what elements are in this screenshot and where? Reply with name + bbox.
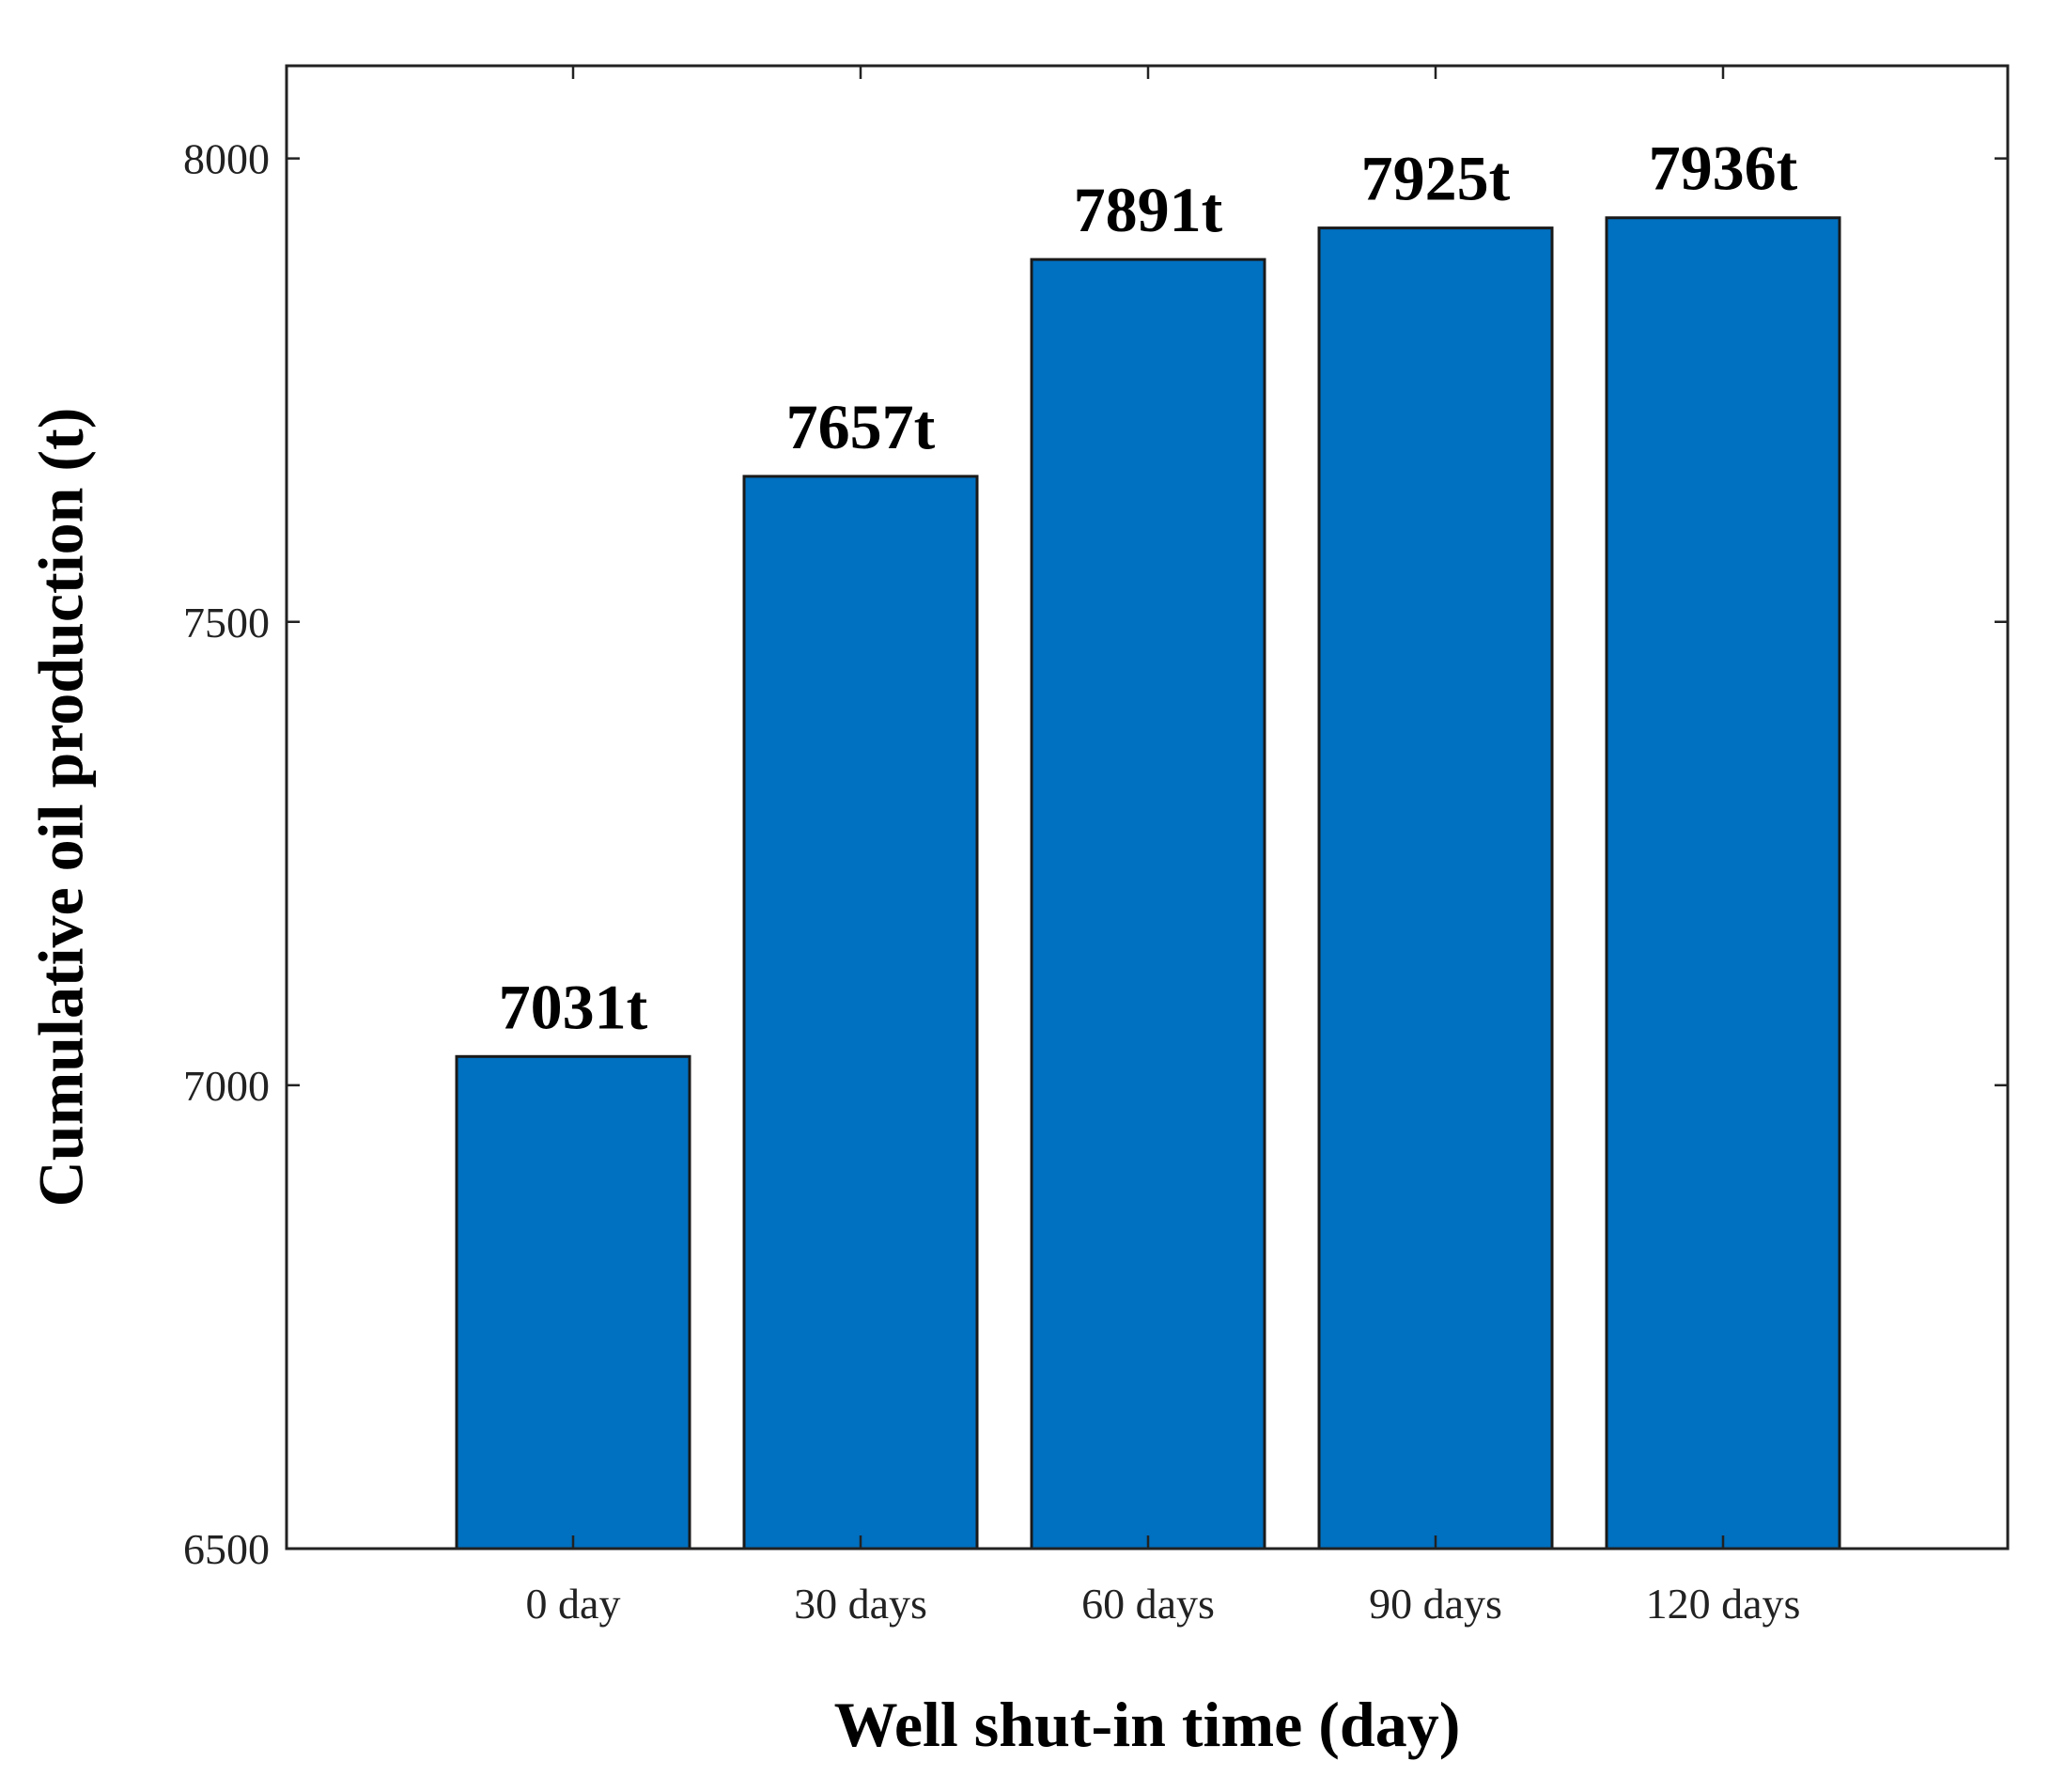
x-tick-label: 30 days bbox=[794, 1580, 927, 1628]
y-tick-label: 8000 bbox=[183, 135, 270, 183]
x-axis-title: Well shut-in time (day) bbox=[834, 1689, 1461, 1760]
bar-value-label: 7936t bbox=[1649, 132, 1798, 204]
y-tick-label: 7500 bbox=[183, 599, 270, 647]
bar-value-label: 7657t bbox=[786, 391, 936, 462]
bar bbox=[1605, 216, 1841, 1550]
plot-frame bbox=[285, 64, 2010, 1550]
bar-value-label: 7031t bbox=[499, 971, 648, 1042]
y-axis-title: Cumulative oil production (t) bbox=[25, 408, 97, 1208]
bars-layer bbox=[455, 216, 1841, 1550]
x-tick-label: 0 day bbox=[526, 1580, 621, 1628]
bar bbox=[455, 1054, 691, 1550]
labels-layer: 7031t 7657t 7891t 7925t 7936t 0 day 30 days 60 … bbox=[183, 132, 1800, 1628]
x-tick-label: 120 days bbox=[1646, 1580, 1801, 1628]
x-tick-label: 60 days bbox=[1081, 1580, 1215, 1628]
bar-value-label: 7891t bbox=[1074, 174, 1223, 245]
bar-value-label: 7925t bbox=[1361, 143, 1511, 214]
bar bbox=[1317, 226, 1554, 1550]
bar bbox=[1030, 257, 1266, 1550]
bar bbox=[742, 475, 979, 1550]
x-tick-label: 90 days bbox=[1369, 1580, 1502, 1628]
y-tick-label: 6500 bbox=[183, 1525, 270, 1573]
y-tick-label: 7000 bbox=[183, 1062, 270, 1110]
